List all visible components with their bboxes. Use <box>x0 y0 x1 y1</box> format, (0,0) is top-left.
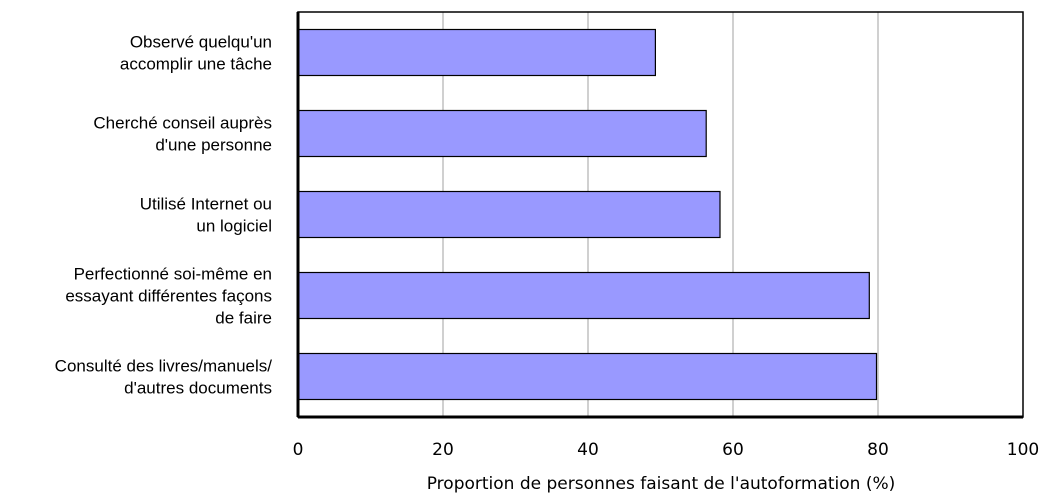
bar-4 <box>297 352 878 401</box>
plot-frame <box>296 11 1024 419</box>
x-tick-label-80: 80 <box>867 440 889 460</box>
bar-1 <box>297 109 707 158</box>
category-labels: Observé quelqu'un accomplir une tâche Cher… <box>55 33 273 398</box>
category-label-line: Observé quelqu'un <box>130 33 272 52</box>
category-label-line: essayant différentes façons <box>65 287 272 306</box>
category-label-line: d'autres documents <box>124 379 272 398</box>
category-label-line: Perfectionné soi-même en <box>74 265 272 284</box>
category-label-line: un logiciel <box>196 217 272 236</box>
bar-3 <box>297 271 870 320</box>
bar-2 <box>297 190 721 239</box>
category-label-line: Consulté des livres/manuels/ <box>55 357 273 376</box>
category-label-4: Consulté des livres/manuels/d'autres doc… <box>55 357 273 398</box>
bars <box>297 28 878 401</box>
x-tick-label-100: 100 <box>1007 440 1039 460</box>
category-label-3: Perfectionné soi-même en essayant différe… <box>65 265 272 328</box>
category-label-line: Cherché conseil auprès <box>93 114 272 133</box>
category-label-0: Observé quelqu'un accomplir une tâche <box>120 33 272 74</box>
category-label-line: de faire <box>215 309 272 328</box>
category-label-2: Utilisé Internet ou un logiciel <box>140 195 272 236</box>
x-tick-label-20: 20 <box>432 440 454 460</box>
bar-0 <box>297 28 656 77</box>
category-label-line: accomplir une tâche <box>120 55 272 74</box>
x-tick-label-0: 0 <box>293 440 304 460</box>
x-axis-title: Proportion de personnes faisant de l'aut… <box>427 474 896 494</box>
x-tick-label-60: 60 <box>722 440 744 460</box>
category-label-1: Cherché conseil auprès d'une personne <box>93 114 272 155</box>
x-tick-label-40: 40 <box>577 440 599 460</box>
category-label-line: d'une personne <box>155 136 272 155</box>
x-tick-labels: 0 20 40 60 80 100 <box>293 440 1040 460</box>
category-label-line: Utilisé Internet ou <box>140 195 272 214</box>
